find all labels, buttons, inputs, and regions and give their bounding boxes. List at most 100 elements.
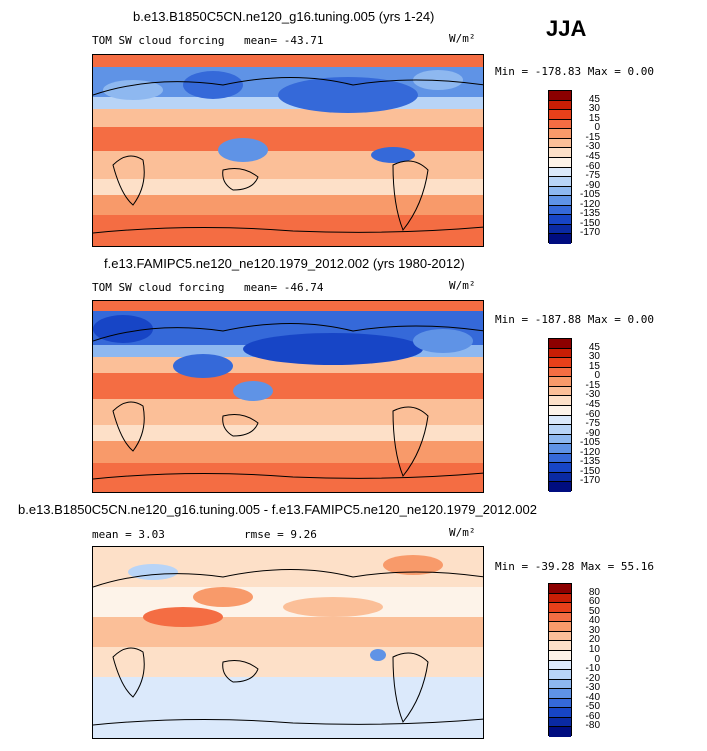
colorbar-tick-label: -105 xyxy=(579,189,600,201)
panel-3-title: b.e13.B1850C5CN.ne120_g16.tuning.005 - f… xyxy=(18,502,537,517)
colorbar-segment xyxy=(549,205,571,216)
colorbar-tick-label: 0 xyxy=(594,653,600,665)
panel-1-minmax: Min = -178.83 Max = 0.00 xyxy=(495,65,654,78)
colorbar-segment xyxy=(549,119,571,130)
colorbar-tick-label: -45 xyxy=(585,150,600,162)
panel-2-map xyxy=(92,300,484,493)
colorbar-tick-label: 10 xyxy=(588,643,600,655)
panel-1-map xyxy=(92,54,484,247)
panel-2-subtitle: TOM SW cloud forcing xyxy=(92,281,225,294)
colorbar-tick-label: 80 xyxy=(588,586,600,598)
colorbar-segment xyxy=(549,386,571,397)
colorbar-segment xyxy=(549,463,571,473)
panel-1-units: W/m² xyxy=(449,32,476,45)
colorbar-segment xyxy=(549,110,571,120)
colorbar-tick-label: -90 xyxy=(585,427,600,439)
panel-3-colorbar xyxy=(548,583,572,737)
colorbar-tick-label: 50 xyxy=(588,605,600,617)
panel-1-map-svg xyxy=(93,55,483,246)
colorbar-tick-label: -170 xyxy=(579,475,600,487)
colorbar-segment xyxy=(549,472,571,483)
panel-1-subtitle: TOM SW cloud forcing xyxy=(92,34,225,47)
colorbar-segment xyxy=(549,444,571,454)
colorbar-tick-label: -10 xyxy=(585,663,600,675)
colorbar-tick-label: 15 xyxy=(588,360,600,372)
colorbar-segment xyxy=(549,425,571,435)
colorbar-tick-label: -80 xyxy=(585,720,600,732)
colorbar-tick-label: 20 xyxy=(588,634,600,646)
colorbar-tick-label: 0 xyxy=(594,122,600,134)
colorbar-tick-label: -75 xyxy=(585,418,600,430)
colorbar-segment xyxy=(549,148,571,158)
colorbar-tick-label: -60 xyxy=(585,408,600,420)
colorbar-segment xyxy=(549,717,571,728)
colorbar-segment xyxy=(549,679,571,690)
colorbar-segment xyxy=(549,129,571,139)
colorbar-segment xyxy=(549,593,571,604)
colorbar-segment xyxy=(549,727,571,737)
colorbar-segment xyxy=(549,650,571,661)
colorbar-segment xyxy=(549,367,571,378)
colorbar-segment xyxy=(549,234,571,244)
panel-1-title: b.e13.B1850C5CN.ne120_g16.tuning.005 (yr… xyxy=(133,9,435,24)
colorbar-segment xyxy=(549,196,571,206)
panel-2-map-svg xyxy=(93,301,483,492)
colorbar-tick-label: -170 xyxy=(579,227,600,239)
colorbar-tick-label: 30 xyxy=(588,624,600,636)
colorbar-segment xyxy=(549,177,571,187)
panel-1-colorbar xyxy=(548,90,572,244)
colorbar-segment xyxy=(549,453,571,464)
colorbar-segment xyxy=(549,377,571,387)
colorbar-segment xyxy=(549,396,571,406)
panel-2-title: f.e13.FAMIPC5.ne120_ne120.1979_2012.002 … xyxy=(104,256,465,271)
colorbar-segment xyxy=(549,660,571,671)
colorbar-segment xyxy=(549,224,571,235)
colorbar-tick-label: 30 xyxy=(588,103,600,115)
panel-1-mean: mean= -43.71 xyxy=(244,34,324,47)
panel-3-map xyxy=(92,546,484,739)
panel-3-rmse: rmse = 9.26 xyxy=(244,528,317,541)
colorbar-tick-label: 40 xyxy=(588,615,600,627)
colorbar-segment xyxy=(549,348,571,359)
colorbar-segment xyxy=(549,612,571,623)
colorbar-segment xyxy=(549,689,571,699)
colorbar-segment xyxy=(549,167,571,178)
colorbar-tick-label: -30 xyxy=(585,389,600,401)
colorbar-tick-label: 45 xyxy=(588,341,600,353)
colorbar-tick-label: -45 xyxy=(585,398,600,410)
panel-2-colorbar xyxy=(548,338,572,492)
colorbar-tick-label: -15 xyxy=(585,131,600,143)
colorbar-segment xyxy=(549,100,571,111)
colorbar-segment xyxy=(549,698,571,709)
panel-2-units: W/m² xyxy=(449,279,476,292)
panel-3-mean: mean = 3.03 xyxy=(92,528,165,541)
colorbar-tick-label: -20 xyxy=(585,672,600,684)
colorbar-tick-label: -135 xyxy=(579,208,600,220)
colorbar-tick-label: -15 xyxy=(585,379,600,391)
colorbar-segment xyxy=(549,405,571,416)
colorbar-tick-label: -135 xyxy=(579,456,600,468)
colorbar-segment xyxy=(549,641,571,651)
colorbar-tick-label: -150 xyxy=(579,217,600,229)
colorbar-tick-label: -30 xyxy=(585,682,600,694)
colorbar-tick-label: 0 xyxy=(594,370,600,382)
colorbar-tick-label: 15 xyxy=(588,112,600,124)
colorbar-tick-label: -105 xyxy=(579,437,600,449)
colorbar-tick-label: -30 xyxy=(585,141,600,153)
colorbar-tick-label: -60 xyxy=(585,710,600,722)
colorbar-segment xyxy=(549,482,571,492)
colorbar-tick-label: -75 xyxy=(585,170,600,182)
colorbar-segment xyxy=(549,215,571,225)
panel-2-mean: mean= -46.74 xyxy=(244,281,324,294)
colorbar-segment xyxy=(549,434,571,445)
season-label: JJA xyxy=(546,16,587,41)
colorbar-segment xyxy=(549,584,571,594)
colorbar-tick-label: -40 xyxy=(585,691,600,703)
panel-3-map-svg xyxy=(93,547,483,738)
colorbar-tick-label: 30 xyxy=(588,351,600,363)
colorbar-segment xyxy=(549,622,571,632)
panel-3-minmax: Min = -39.28 Max = 55.16 xyxy=(495,560,654,573)
colorbar-segment xyxy=(549,708,571,718)
colorbar-tick-label: -120 xyxy=(579,198,600,210)
colorbar-tick-label: -150 xyxy=(579,465,600,477)
